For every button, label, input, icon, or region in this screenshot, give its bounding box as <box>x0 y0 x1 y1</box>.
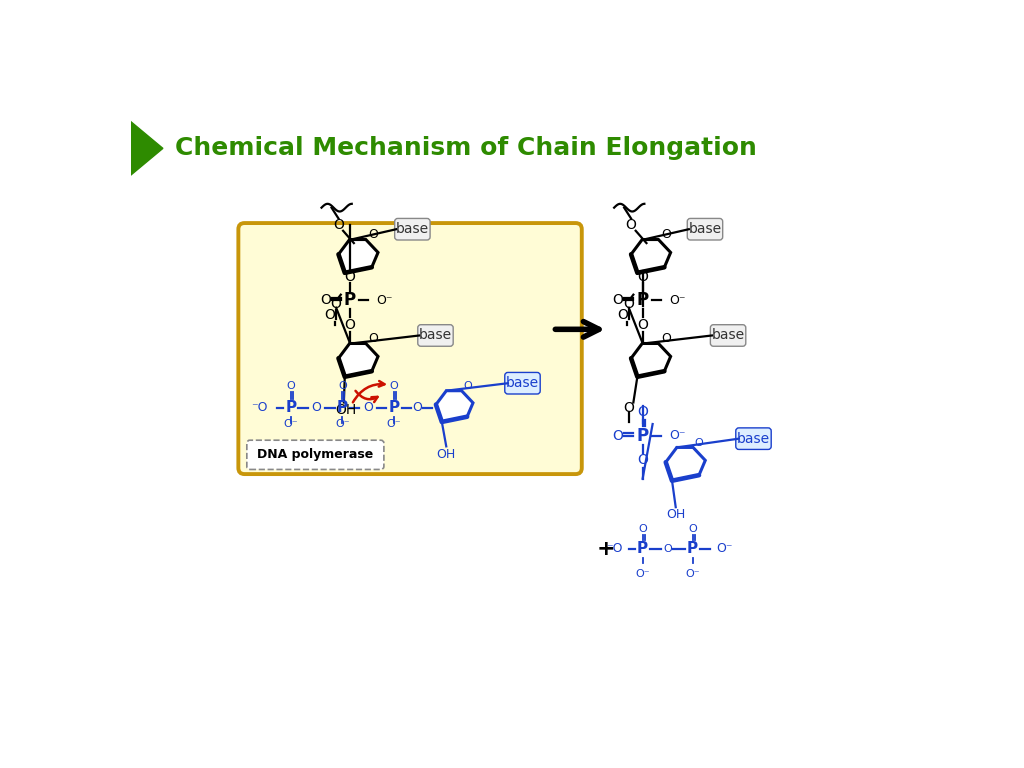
Text: O⁻: O⁻ <box>716 542 732 555</box>
Text: O: O <box>626 217 637 232</box>
Text: O: O <box>464 381 472 392</box>
Text: base: base <box>712 329 744 343</box>
Text: O: O <box>344 270 355 284</box>
Text: O⁻: O⁻ <box>685 569 700 579</box>
Text: P: P <box>285 400 296 415</box>
Text: O: O <box>660 228 671 241</box>
Text: base: base <box>506 376 539 390</box>
Text: P: P <box>637 291 648 309</box>
FancyBboxPatch shape <box>394 218 430 240</box>
FancyBboxPatch shape <box>711 325 745 346</box>
Text: O⁻: O⁻ <box>335 419 349 429</box>
Polygon shape <box>131 121 163 175</box>
Text: DNA polymerase: DNA polymerase <box>257 449 374 462</box>
Text: O: O <box>612 293 624 307</box>
FancyBboxPatch shape <box>736 428 771 449</box>
Text: base: base <box>737 432 770 445</box>
Polygon shape <box>339 343 378 377</box>
Text: P: P <box>337 400 348 415</box>
Text: OH: OH <box>436 448 456 461</box>
Text: O: O <box>624 401 634 415</box>
Text: O: O <box>617 309 628 323</box>
Text: O: O <box>694 438 703 448</box>
Text: O⁻: O⁻ <box>669 429 685 442</box>
Text: O: O <box>287 381 295 392</box>
Text: O: O <box>333 217 344 232</box>
Text: O: O <box>369 228 378 241</box>
Text: O: O <box>325 309 336 323</box>
Text: ⁻O: ⁻O <box>251 402 267 415</box>
Text: Chemical Mechanism of Chain Elongation: Chemical Mechanism of Chain Elongation <box>175 137 757 161</box>
Text: O: O <box>638 524 647 534</box>
FancyBboxPatch shape <box>418 325 454 346</box>
Text: O: O <box>369 332 378 345</box>
Text: O: O <box>319 293 331 307</box>
Text: O: O <box>344 318 355 332</box>
Text: O: O <box>389 381 398 392</box>
FancyBboxPatch shape <box>239 223 582 474</box>
Text: ⁻O: ⁻O <box>606 542 623 555</box>
Text: O: O <box>338 381 347 392</box>
Text: O: O <box>660 332 671 345</box>
Polygon shape <box>631 343 671 377</box>
Polygon shape <box>666 448 706 481</box>
Text: O: O <box>688 524 697 534</box>
Text: O: O <box>311 402 322 415</box>
Text: O: O <box>637 406 648 419</box>
Text: P: P <box>344 291 356 309</box>
Text: O⁻: O⁻ <box>669 293 685 306</box>
Text: O: O <box>362 402 373 415</box>
Polygon shape <box>631 240 671 273</box>
Text: P: P <box>687 541 698 556</box>
FancyBboxPatch shape <box>687 218 723 240</box>
Text: O: O <box>612 429 624 442</box>
Text: OH: OH <box>336 403 356 417</box>
Polygon shape <box>436 391 473 422</box>
Text: O: O <box>637 453 648 467</box>
Text: base: base <box>396 222 429 237</box>
Text: O⁻: O⁻ <box>284 419 298 429</box>
Text: P: P <box>388 400 399 415</box>
Text: base: base <box>688 222 722 237</box>
Text: O: O <box>663 544 672 554</box>
Text: OH: OH <box>666 508 685 521</box>
Text: O⁻: O⁻ <box>387 419 401 429</box>
Text: O: O <box>412 402 422 415</box>
FancyBboxPatch shape <box>247 440 384 469</box>
Text: O: O <box>637 270 648 284</box>
Text: +: + <box>597 539 615 559</box>
Text: O: O <box>637 318 648 332</box>
Polygon shape <box>339 240 378 273</box>
Text: O: O <box>624 297 634 311</box>
FancyBboxPatch shape <box>505 372 541 394</box>
Text: base: base <box>419 329 452 343</box>
Text: O⁻: O⁻ <box>635 569 650 579</box>
Text: P: P <box>637 426 648 445</box>
Text: O: O <box>331 297 342 311</box>
Text: O⁻: O⁻ <box>376 293 392 306</box>
Text: P: P <box>637 541 648 556</box>
